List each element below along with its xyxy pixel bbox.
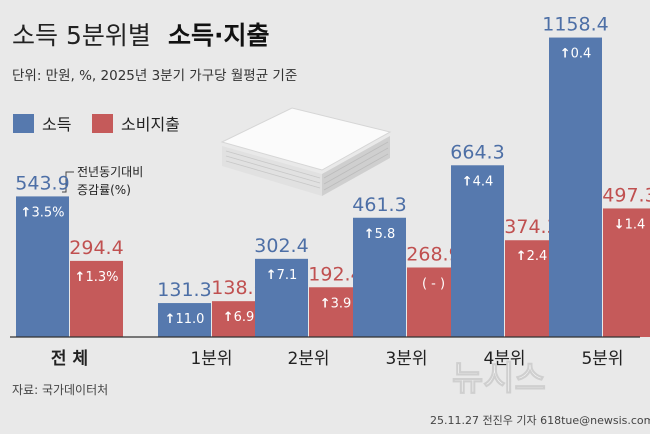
change-label-spending-0: ↑1.3% bbox=[75, 270, 119, 285]
value-label-income-4: 664.3 bbox=[450, 141, 504, 163]
value-label-spending-4: 374.3 bbox=[504, 216, 558, 238]
change-label-spending-1: ↑6.9 bbox=[223, 310, 255, 325]
bar-income-2 bbox=[255, 258, 308, 337]
change-rate-annotation: 전년동기대비 증감률(%) bbox=[62, 165, 143, 197]
newsis-watermark: 뉴시스 bbox=[452, 359, 546, 399]
annotation-line1: 전년동기대비 bbox=[77, 165, 143, 179]
change-label-income-1: ↑11.0 bbox=[165, 312, 205, 327]
bar-area: 543.9 ↑3.5% 294.4 ↑1.3% 전 체 131.3 ↑11.0 138.6 ↑6… bbox=[15, 14, 650, 369]
value-label-income-0: 543.9 bbox=[15, 172, 69, 194]
change-label-income-4: ↑4.4 bbox=[462, 174, 494, 189]
credit-line: 25.11.27 전진우 기자 618tue@newsis.com bbox=[430, 414, 650, 427]
bar-income-4 bbox=[451, 165, 504, 337]
change-label-spending-3: ( - ) bbox=[422, 276, 445, 291]
category-label-4: 4분위 bbox=[483, 349, 525, 369]
source-note: 자료: 국가데이터처 bbox=[12, 383, 108, 397]
change-label-income-2: ↑7.1 bbox=[266, 268, 298, 283]
bar-income-5 bbox=[549, 37, 602, 338]
value-label-income-3: 461.3 bbox=[352, 194, 406, 216]
title-light: 소득 5분위별 소득·지출 bbox=[12, 21, 269, 50]
bar-spending-5 bbox=[603, 208, 650, 337]
legend-label-spending: 소비지출 bbox=[121, 115, 180, 134]
change-label-spending-5: ↓1.4 bbox=[614, 217, 646, 232]
paper-stack-illustration bbox=[220, 107, 392, 196]
change-label-spending-2: ↑3.9 bbox=[320, 296, 352, 311]
value-label-spending-1: 138.6 bbox=[211, 277, 265, 299]
legend: 소득 소비지출 bbox=[13, 114, 180, 134]
category-label-3: 3분위 bbox=[385, 349, 427, 369]
value-label-income-1: 131.3 bbox=[157, 279, 211, 301]
legend-swatch-income bbox=[13, 114, 34, 133]
change-label-income-3: ↑5.8 bbox=[364, 227, 396, 242]
category-label-2: 2분위 bbox=[287, 349, 329, 369]
category-label-1: 1분위 bbox=[190, 349, 232, 369]
legend-label-income: 소득 bbox=[42, 115, 71, 134]
change-label-spending-4: ↑2.4 bbox=[516, 249, 548, 264]
legend-swatch-spending bbox=[92, 114, 113, 133]
annotation-line2: 증감률(%) bbox=[77, 183, 131, 197]
change-label-income-0: ↑3.5% bbox=[21, 205, 65, 220]
category-label-0: 전 체 bbox=[51, 349, 88, 369]
value-label-income-2: 302.4 bbox=[254, 235, 308, 257]
category-label-5: 5분위 bbox=[581, 349, 623, 369]
value-label-spending-3: 268.9 bbox=[406, 243, 460, 265]
change-label-income-5: ↑0.4 bbox=[560, 47, 592, 62]
value-label-income-5: 1158.4 bbox=[542, 14, 608, 36]
value-label-spending-2: 192.4 bbox=[308, 263, 362, 285]
value-label-spending-0: 294.4 bbox=[69, 237, 123, 259]
bar-income-1 bbox=[158, 303, 211, 337]
bar-income-0 bbox=[16, 196, 69, 337]
value-label-spending-5: 497.3 bbox=[602, 184, 650, 206]
bar-spending-0 bbox=[70, 260, 123, 337]
bar-income-3 bbox=[353, 217, 406, 337]
unit-note: 단위: 만원, %, 2025년 3분기 가구당 월평균 기준 bbox=[12, 68, 297, 84]
